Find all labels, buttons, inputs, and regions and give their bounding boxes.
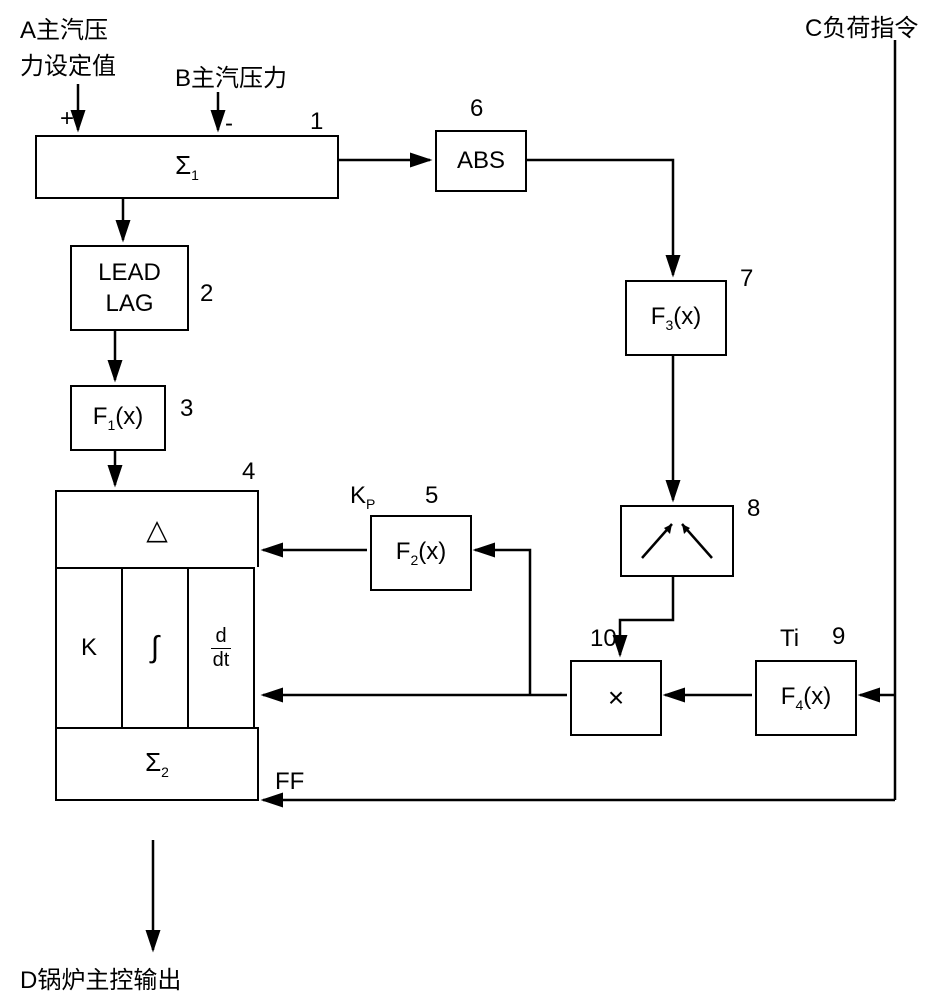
label-A1: A主汽压 — [20, 10, 108, 45]
sigma1-text: Σ1 — [175, 150, 199, 183]
label-B: B主汽压力 — [175, 58, 287, 93]
block-mul: × — [570, 660, 662, 736]
pid-mid: K ∫ d dt — [55, 567, 255, 727]
block-rate — [620, 505, 734, 577]
id-9: 9 — [832, 623, 845, 651]
block-pid: △ K ∫ d dt Σ2 — [55, 490, 255, 801]
mul-text: × — [608, 682, 624, 714]
id-2: 2 — [200, 280, 213, 308]
pid-K: K — [57, 569, 123, 727]
label-C: C负荷指令 — [805, 8, 918, 43]
lead-text: LEAD — [98, 257, 161, 288]
id-7: 7 — [740, 265, 753, 293]
pid-delta: △ — [55, 490, 259, 567]
block-leadlag: LEAD LAG — [70, 245, 189, 331]
block-f1: F1(x) — [70, 385, 166, 451]
block-sigma1: Σ1 — [35, 135, 339, 199]
sigma2-text: Σ2 — [145, 747, 169, 780]
id-6: 6 — [470, 95, 483, 123]
ff-label: FF — [275, 768, 304, 796]
f3-text: F3(x) — [651, 303, 701, 333]
block-f2: F2(x) — [370, 515, 472, 591]
f2-text: F2(x) — [396, 538, 446, 568]
minus-sign: - — [225, 110, 233, 138]
id-5: 5 — [425, 482, 438, 510]
pid-sigma2: Σ2 — [55, 727, 259, 801]
diagram-canvas: A主汽压 力设定值 B主汽压力 C负荷指令 D锅炉主控输出 + - Σ1 1 A… — [0, 0, 935, 1000]
id-8: 8 — [747, 495, 760, 523]
block-abs: ABS — [435, 130, 527, 192]
abs-text: ABS — [457, 147, 505, 175]
id-1: 1 — [310, 108, 323, 136]
f4-text: F4(x) — [781, 683, 831, 713]
f1-text: F1(x) — [93, 403, 143, 433]
kp-label: KP — [350, 482, 375, 512]
block-f4: F4(x) — [755, 660, 857, 736]
rate-icon — [632, 516, 722, 566]
lag-text: LAG — [105, 288, 153, 319]
pid-ddt: d dt — [189, 569, 253, 727]
plus-sign: + — [60, 105, 74, 133]
id-3: 3 — [180, 395, 193, 423]
label-D: D锅炉主控输出 — [20, 960, 181, 995]
ti-label: Ti — [780, 625, 799, 653]
label-A2: 力设定值 — [20, 46, 116, 81]
id-4: 4 — [242, 458, 255, 486]
pid-int: ∫ — [123, 569, 189, 727]
id-10: 10 — [590, 625, 617, 653]
block-f3: F3(x) — [625, 280, 727, 356]
